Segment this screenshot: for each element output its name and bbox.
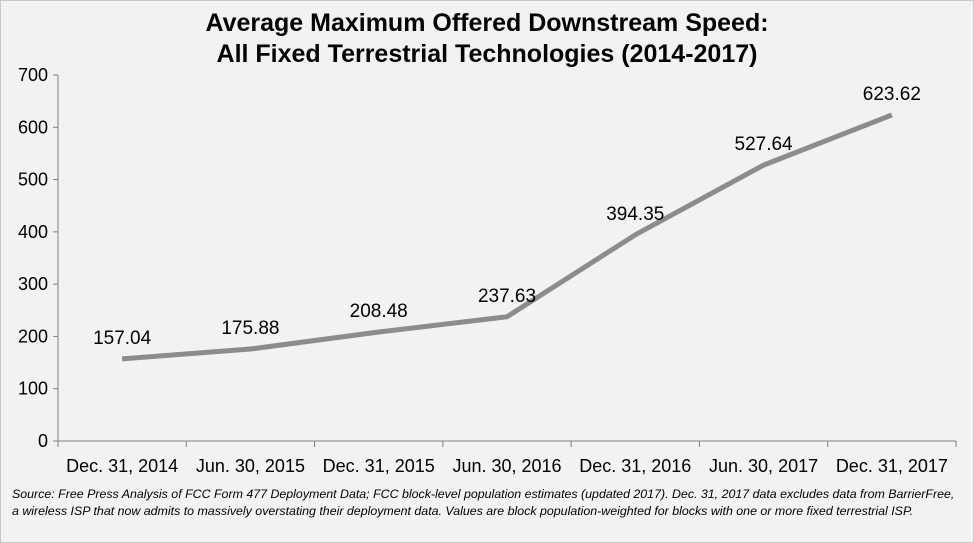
y-tick-label: 600 [18,117,48,137]
y-tick-label: 700 [18,65,48,85]
x-tick-label: Jun. 30, 2015 [196,456,305,476]
data-label: 175.88 [221,318,279,339]
x-tick-label: Dec. 31, 2017 [836,456,948,476]
x-axis-ticks: Dec. 31, 2014 Jun. 30, 2015 Dec. 31, 2015 J… [57,441,957,476]
x-tick-label: Jun. 30, 2016 [452,456,561,476]
data-label: 157.04 [93,328,152,349]
x-tick-label: Dec. 31, 2015 [323,456,435,476]
data-label: 623.62 [863,84,921,105]
data-labels: 157.04 175.88 208.48 237.63 394.35 527.64 623.… [93,84,921,349]
data-label: 237.63 [478,286,536,307]
y-tick-label: 300 [18,274,48,294]
chart-title-line-1: Average Maximum Offered Downstream Speed… [205,9,769,37]
chart-title: Average Maximum Offered Downstream Speed… [0,8,974,70]
data-label: 527.64 [735,134,794,155]
series-group [121,112,893,362]
data-label: 394.35 [606,204,664,225]
chart-title-line-2: All Fixed Terrestrial Technologies (2014… [216,40,758,68]
data-label: 208.48 [350,301,408,322]
series-line [121,112,893,362]
x-tick-label: Dec. 31, 2014 [66,456,178,476]
y-tick-label: 200 [18,326,48,346]
x-tick-label: Dec. 31, 2016 [579,456,691,476]
y-tick-label: 400 [18,222,48,242]
y-tick-label: 500 [18,170,48,190]
y-tick-label: 100 [18,379,48,399]
axes [57,75,956,442]
x-tick-label: Jun. 30, 2017 [709,456,818,476]
source-note: Source: Free Press Analysis of FCC Form … [12,487,955,518]
y-axis-ticks: 0 100 200 300 400 500 600 700 [18,65,58,451]
y-tick-label: 0 [38,431,48,451]
